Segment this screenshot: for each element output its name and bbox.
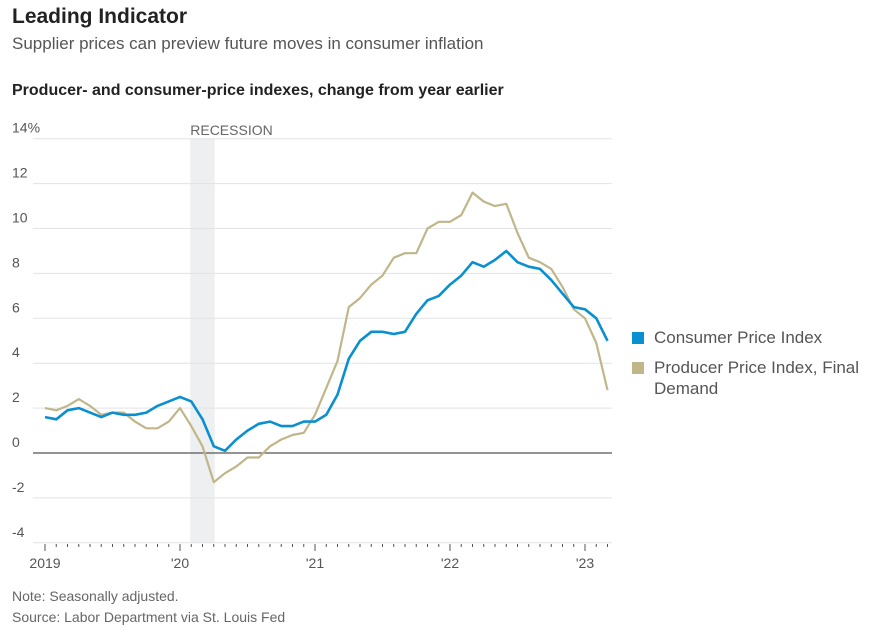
legend: Consumer Price Index Producer Price Inde… (632, 327, 872, 408)
footnote: Note: Seasonally adjusted. (12, 588, 179, 604)
x-tick-label: '21 (306, 555, 324, 571)
legend-label-cpi: Consumer Price Index (654, 328, 823, 347)
legend-item-ppi: Producer Price Index, Final Demand (632, 357, 872, 399)
chart-headline: Leading Indicator (12, 5, 188, 28)
legend-swatch-cpi (632, 332, 644, 344)
chart-title: Producer- and consumer-price indexes, ch… (12, 82, 504, 99)
y-tick-label: 8 (12, 254, 20, 270)
x-tick-label: '23 (576, 555, 594, 571)
chart-subtitle: Supplier prices can preview future moves… (12, 34, 484, 53)
y-tick-label: -2 (12, 479, 25, 495)
y-tick-label: 2 (12, 389, 20, 405)
source-note: Source: Labor Department via St. Louis F… (12, 609, 286, 625)
recession-label: RECESSION (190, 122, 272, 138)
legend-swatch-ppi (632, 362, 644, 374)
y-tick-label: 10 (12, 210, 28, 226)
cpi-line (44, 249, 609, 453)
legend-item-cpi: Consumer Price Index (632, 327, 872, 348)
y-tick-label: 6 (12, 299, 20, 315)
x-tick-label: '20 (171, 555, 189, 571)
recession-band (190, 138, 215, 543)
y-tick-label: 14% (12, 120, 40, 136)
y-tick-label: 0 (12, 434, 20, 450)
ppi-line (44, 191, 609, 484)
y-tick-label: 12 (12, 165, 28, 181)
x-tick-label: 2019 (29, 555, 60, 571)
x-tick-label: '22 (441, 555, 459, 571)
legend-label-ppi: Producer Price Index, Final Demand (654, 358, 860, 398)
y-tick-label: -4 (12, 524, 25, 540)
y-tick-label: 4 (12, 344, 20, 360)
